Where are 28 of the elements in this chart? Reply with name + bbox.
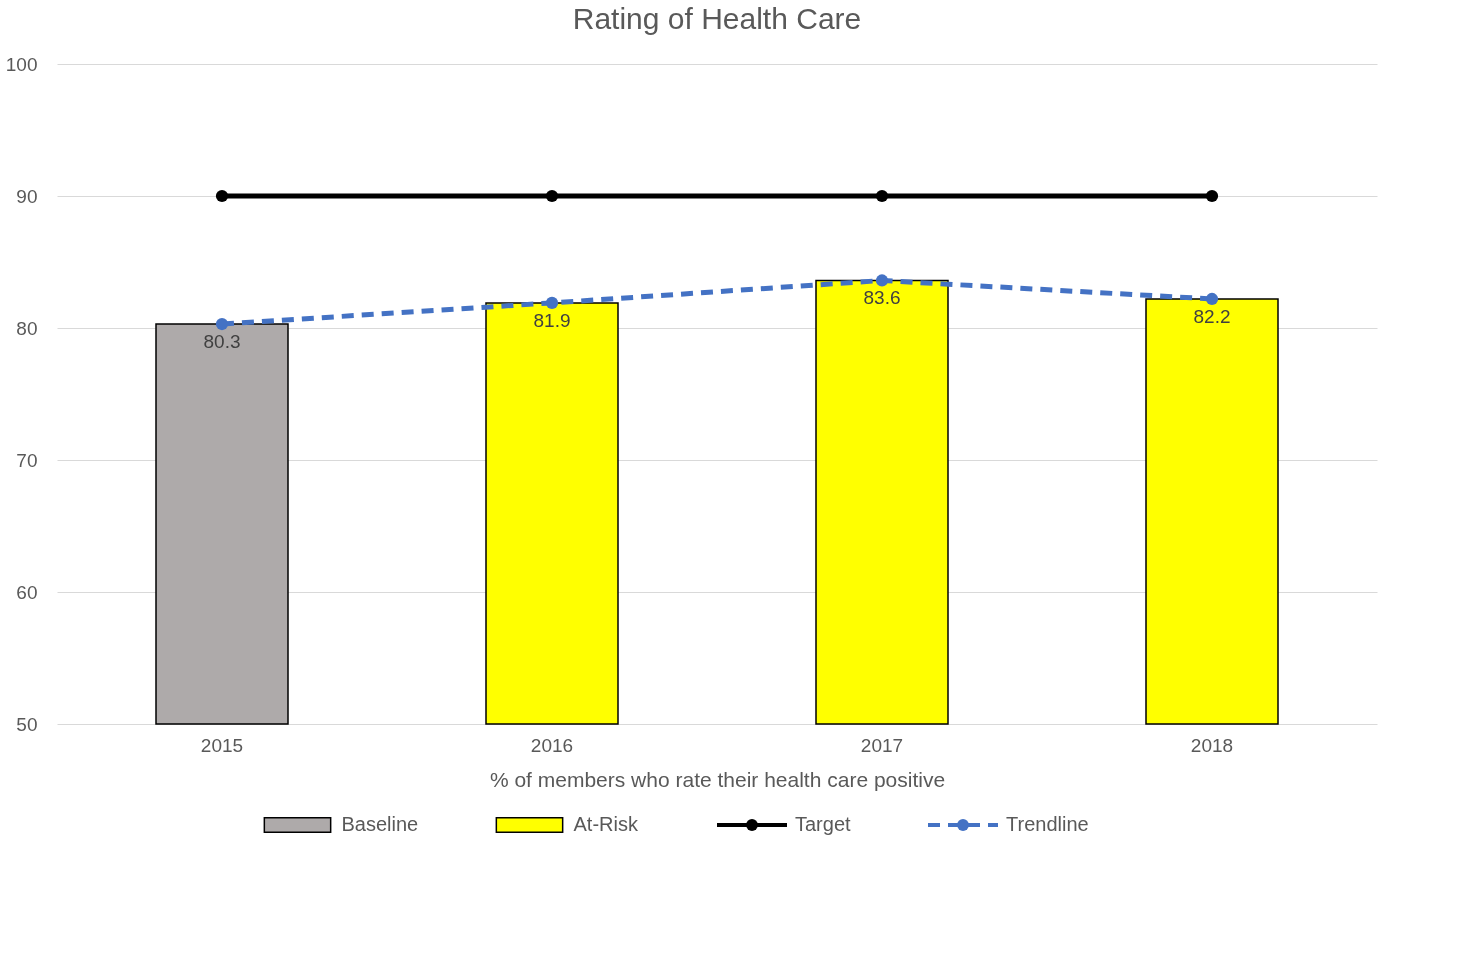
point xyxy=(1205,189,1219,203)
x-tick-label: 2017 xyxy=(860,734,904,756)
legend-label: Target xyxy=(795,813,852,835)
data-label: 80.3 xyxy=(203,331,241,353)
y-tick-label: 60 xyxy=(16,581,38,603)
data-label: 81.9 xyxy=(533,309,571,331)
x-axis-title: % of members who rate their health care positive xyxy=(489,767,946,791)
legend-label: Trendline xyxy=(1006,813,1089,835)
legend-label: Baseline xyxy=(341,813,419,835)
data-label: 83.6 xyxy=(863,287,901,309)
y-tick-label: 50 xyxy=(16,713,38,735)
data-label: 82.2 xyxy=(1193,305,1231,327)
x-tick-label: 2018 xyxy=(1190,734,1234,756)
y-tick-label: 100 xyxy=(5,53,38,75)
point xyxy=(1205,292,1219,306)
x-tick-label: 2016 xyxy=(530,734,574,756)
point xyxy=(215,189,229,203)
point xyxy=(545,189,559,203)
y-tick-label: 90 xyxy=(16,185,38,207)
point xyxy=(215,317,229,331)
chart-title: Rating of Health Care xyxy=(572,2,862,35)
x-tick-label: 2015 xyxy=(200,734,244,756)
y-tick-label: 70 xyxy=(16,449,38,471)
legend-label: At-Risk xyxy=(573,813,639,835)
point xyxy=(545,296,559,310)
point xyxy=(875,274,889,287)
y-tick-label: 80 xyxy=(16,317,38,339)
point xyxy=(875,189,889,203)
